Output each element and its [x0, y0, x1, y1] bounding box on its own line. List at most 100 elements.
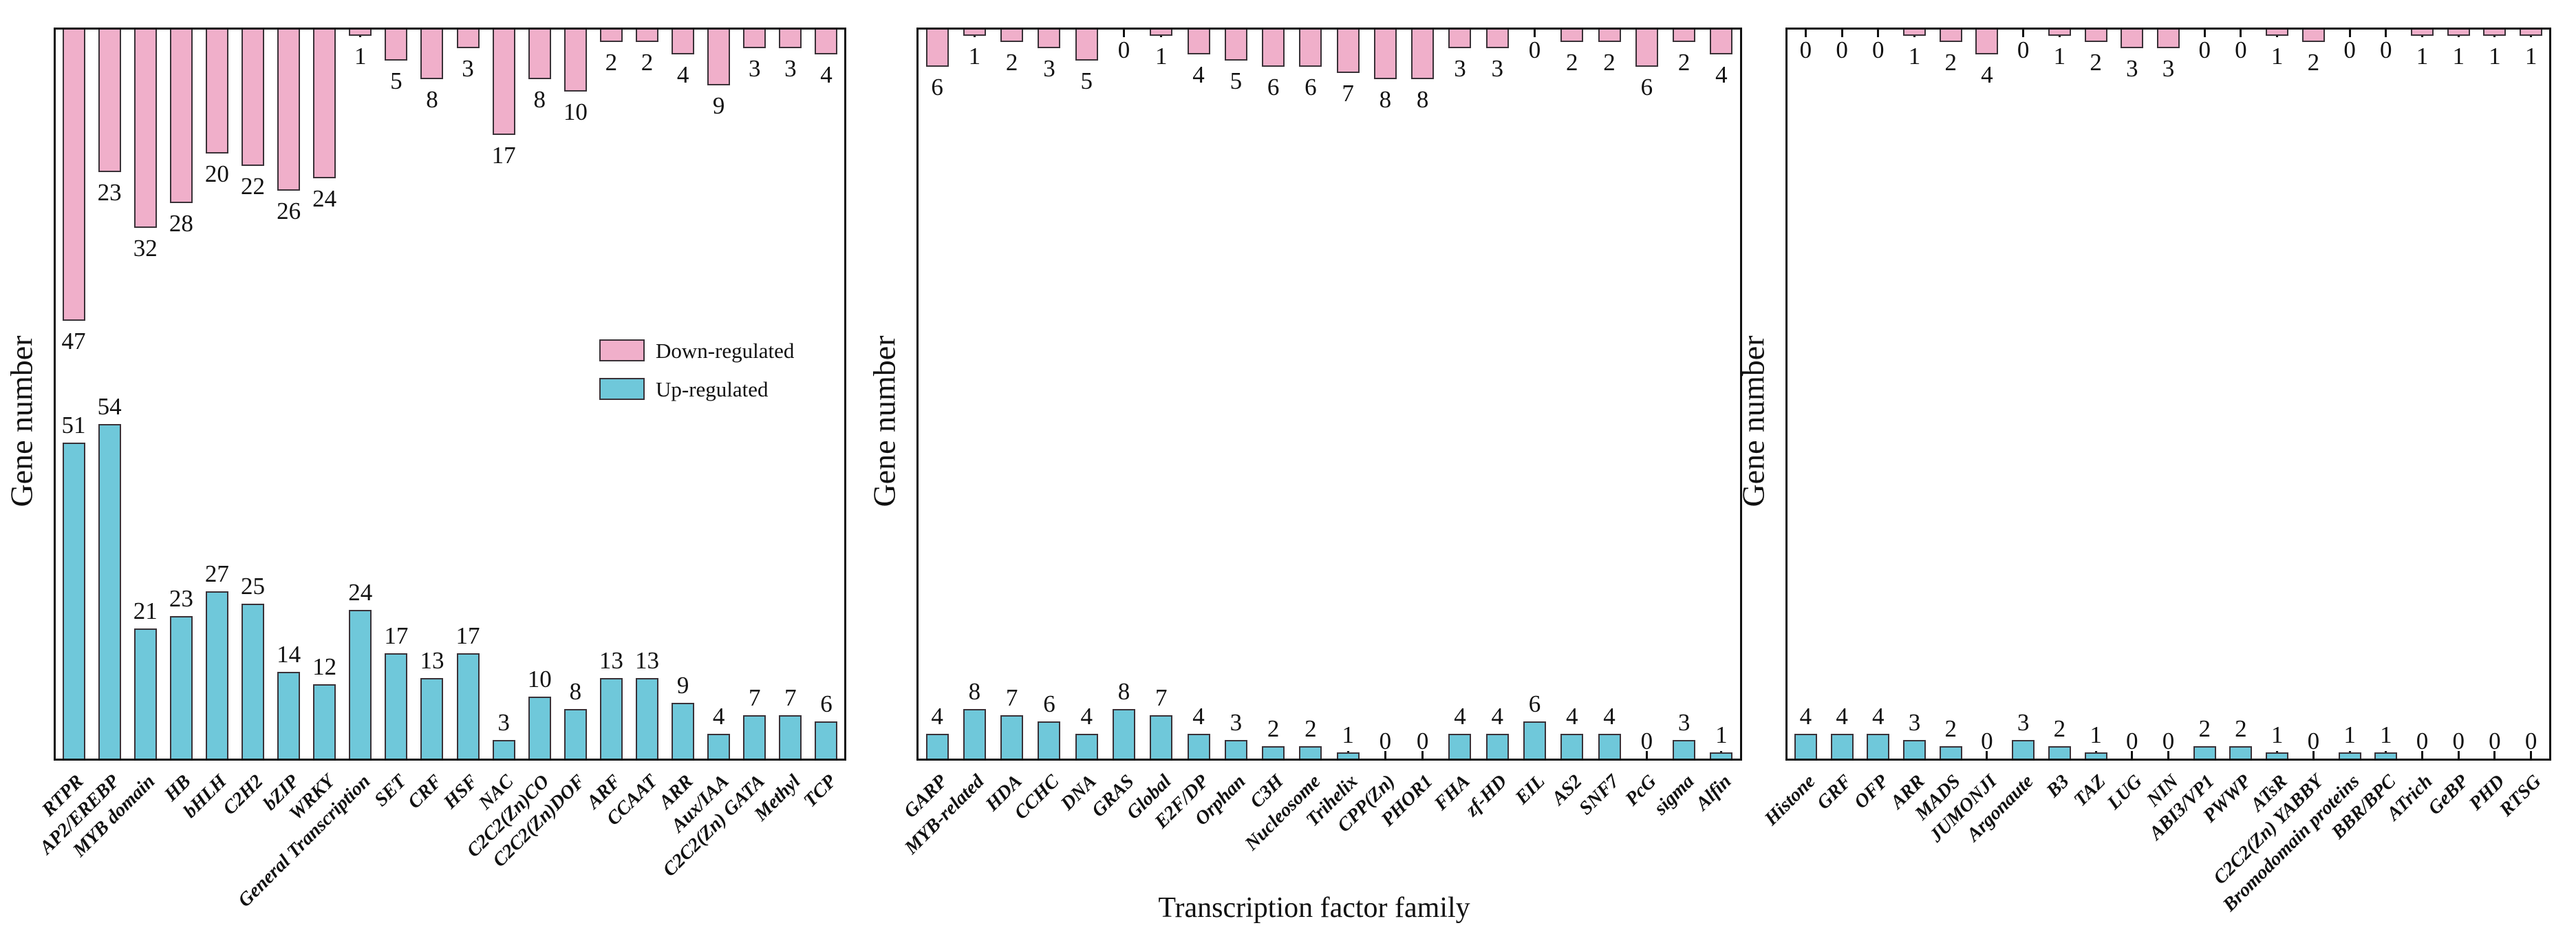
bar-down-regulated [779, 30, 802, 48]
value-label-down: 3 [2126, 55, 2138, 82]
bar-down-regulated [1485, 30, 1509, 48]
bar-down-regulated [492, 30, 515, 135]
legend-swatch-up [599, 378, 645, 400]
bar-down-regulated [1150, 30, 1173, 36]
axis-tick-top [1534, 30, 1536, 37]
value-label-up: 4 [1836, 703, 1848, 730]
bar-down-regulated [205, 30, 228, 154]
value-label-down: 6 [931, 74, 943, 101]
value-label-down: 1 [2452, 43, 2465, 70]
bar-up-regulated [1075, 734, 1098, 759]
category-label: Histone [1761, 770, 1820, 830]
category-label: GRF [1812, 770, 1856, 814]
bar-up-regulated [1000, 715, 1024, 759]
bar-up-regulated [1830, 734, 1854, 759]
value-label-down: 28 [169, 210, 193, 237]
panel-1: Down-regulated Up-regulated 47 51 23 54 32 21… [36, 28, 846, 911]
bar-down-regulated [169, 30, 193, 203]
value-label-up: 1 [2090, 721, 2102, 748]
value-label-up: 3 [497, 709, 510, 736]
value-label-up: 7 [1155, 684, 1168, 711]
bar-up-regulated [2012, 740, 2035, 759]
category-label: GeBP [2424, 770, 2473, 819]
bar-down-regulated [1598, 30, 1621, 42]
bar-down-regulated [2266, 30, 2289, 36]
axis-tick-top [2240, 30, 2242, 37]
bar-down-regulated [1673, 30, 1696, 42]
category-label: LUG [2103, 770, 2147, 814]
bar-down-regulated [1560, 30, 1584, 42]
category-label: B3 [2042, 770, 2074, 802]
bar-down-regulated [599, 30, 623, 42]
bar-up-regulated [1150, 715, 1173, 759]
bar-up-regulated [492, 740, 515, 759]
bar-up-regulated [385, 653, 408, 759]
value-label-down: 6 [1267, 74, 1280, 101]
category-label: CRF [403, 770, 447, 814]
bar-down-regulated [277, 30, 301, 191]
bar-up-regulated [1673, 740, 1696, 759]
value-label-down: 3 [1454, 55, 1466, 82]
value-label-up: 23 [169, 585, 193, 612]
bar-up-regulated [169, 616, 193, 759]
value-label-up: 0 [2489, 728, 2501, 754]
bar-up-regulated [1598, 734, 1621, 759]
bar-down-regulated [2048, 30, 2071, 36]
bar-up-regulated [133, 628, 157, 759]
axis-tick-top [1877, 30, 1880, 37]
value-label-up: 1 [1715, 721, 1728, 748]
bar-up-regulated [564, 709, 587, 759]
bar-up-regulated [2084, 752, 2107, 759]
value-label-down: 17 [491, 142, 516, 169]
bar-down-regulated [1635, 30, 1658, 67]
value-label-up: 2 [1305, 715, 1317, 742]
value-label-down: 0 [1836, 36, 1848, 63]
value-label-down: 2 [641, 49, 654, 76]
value-label-up: 8 [569, 678, 582, 705]
axis-tick-bottom [2421, 751, 2423, 759]
value-label-up: 0 [2126, 728, 2138, 754]
value-label-down: 5 [1230, 67, 1243, 94]
bar-up-regulated [636, 678, 658, 759]
axis-tick-top [2022, 30, 2025, 37]
value-label-down: 3 [2162, 55, 2175, 82]
axis-tick-bottom [1986, 751, 1988, 759]
bar-down-regulated [420, 30, 444, 79]
value-label-up: 0 [1981, 728, 1993, 754]
axis-tick-bottom [2457, 751, 2460, 759]
bar-up-regulated [2193, 746, 2216, 759]
value-label-down: 0 [1117, 36, 1130, 63]
bar-down-regulated [1262, 30, 1285, 67]
value-label-down: 1 [968, 43, 981, 70]
value-label-up: 3 [2017, 709, 2030, 736]
category-label: C2H2 [218, 770, 268, 819]
axis-tick-bottom [2167, 751, 2169, 759]
value-label-up: 8 [968, 678, 981, 705]
bar-up-regulated [1336, 752, 1360, 759]
category-label: SNF7 [1575, 770, 1624, 819]
value-label-down: 0 [1872, 36, 1885, 63]
bar-up-regulated [1448, 734, 1472, 759]
bar-up-regulated [1038, 721, 1061, 759]
bar-down-regulated [133, 30, 157, 228]
bar-up-regulated [1903, 740, 1926, 759]
bar-down-regulated [815, 30, 838, 54]
value-label-up: 1 [1342, 721, 1354, 748]
value-label-up: 2 [2053, 715, 2066, 742]
value-label-up: 4 [1566, 703, 1578, 730]
value-label-up: 4 [1603, 703, 1616, 730]
x-axis-title: Transcription factor family [1158, 892, 1470, 924]
bar-up-regulated [242, 604, 264, 759]
value-label-down: 0 [2343, 36, 2356, 63]
value-label-up: 1 [2380, 721, 2392, 748]
value-label-up: 24 [348, 579, 373, 606]
bar-up-regulated [2266, 752, 2289, 759]
bar-down-regulated [1975, 30, 1999, 54]
value-label-up: 0 [1416, 728, 1429, 754]
bar-down-regulated [1448, 30, 1472, 48]
bar-down-regulated [2483, 30, 2507, 36]
axis-tick-bottom [1645, 751, 1648, 759]
y-axis-label: Gene number [3, 335, 39, 507]
bar-up-regulated [2374, 752, 2398, 759]
